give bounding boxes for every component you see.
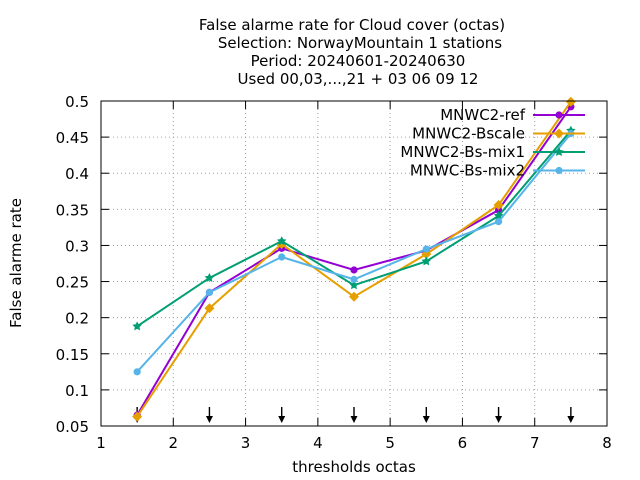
data-point (278, 253, 286, 261)
data-point (204, 303, 215, 314)
data-point (422, 245, 430, 253)
x-tick-label: 3 (241, 434, 251, 452)
data-point (349, 280, 359, 290)
data-point (554, 147, 564, 157)
y-tick-label: 0.1 (65, 382, 89, 400)
y-tick-label: 0.5 (65, 93, 89, 111)
x-tick-label: 8 (602, 434, 612, 452)
data-point (276, 236, 287, 246)
x-tick-label: 7 (530, 434, 540, 452)
data-point (421, 256, 432, 266)
threshold-arrow (205, 407, 213, 423)
legend-entry: MNWC2-Bscale (412, 125, 585, 143)
data-point (349, 291, 359, 302)
threshold-arrow-head (422, 416, 430, 423)
data-point (350, 266, 358, 274)
title-line-3: Period: 20240601-20240630 (251, 52, 466, 70)
y-axis-label: False alarme rate (7, 198, 25, 328)
title-line-1: False alarme rate for Cloud cover (octas… (199, 16, 505, 34)
data-point (350, 275, 358, 283)
data-point (205, 288, 214, 296)
data-point (555, 111, 563, 119)
legend-label: MNWC2-Bscale (412, 125, 525, 143)
threshold-arrow-head (350, 416, 358, 423)
legend-entry: MNWC-Bs-mix2 (410, 162, 585, 180)
y-tick-label: 0.2 (65, 310, 89, 328)
x-tick-labels: 1 2 3 4 5 6 7 8 (96, 434, 612, 452)
data-point (204, 272, 215, 282)
grid-lines (101, 101, 607, 426)
legend: MNWC2-refMNWC2-BscaleMNWC2-Bs-mix1MNWC-B… (400, 106, 585, 180)
data-point (133, 368, 141, 376)
y-tick-label: 0.3 (65, 237, 89, 255)
legend-label: MNWC-Bs-mix2 (410, 162, 525, 180)
x-tick-label: 5 (385, 434, 395, 452)
threshold-arrow (422, 407, 430, 423)
y-tick-label: 0.15 (56, 346, 89, 364)
x-tick-label: 4 (313, 434, 323, 452)
y-tick-label: 0.45 (56, 129, 89, 147)
x-axis-label: thresholds octas (292, 458, 416, 476)
legend-label: MNWC2-ref (440, 106, 525, 124)
series-group (132, 96, 576, 422)
data-point (132, 321, 142, 331)
threshold-arrow (350, 407, 358, 423)
data-point (565, 96, 576, 107)
threshold-arrow (567, 407, 575, 423)
data-point (132, 411, 143, 422)
threshold-arrow (278, 407, 286, 423)
x-tick-label: 6 (458, 434, 468, 452)
series-4 (133, 129, 575, 376)
threshold-arrow-head (495, 416, 503, 423)
legend-entry: MNWC2-Bs-mix1 (400, 143, 585, 161)
title-line-2: Selection: NorwayMountain 1 stations (218, 34, 502, 52)
y-tick-label: 0.25 (56, 274, 89, 292)
threshold-markers (133, 407, 575, 423)
data-point (493, 200, 504, 210)
y-tick-label: 0.35 (56, 201, 89, 219)
axis-ticks (100, 100, 608, 427)
threshold-arrow (495, 407, 503, 423)
legend-label: MNWC2-Bs-mix1 (400, 143, 525, 161)
threshold-arrow-head (567, 416, 575, 423)
data-point (494, 218, 503, 226)
threshold-arrow-head (205, 416, 213, 423)
x-tick-label: 2 (169, 434, 179, 452)
data-point (494, 206, 503, 214)
x-tick-label: 1 (96, 434, 106, 452)
plot-frame (100, 100, 608, 427)
data-point (554, 128, 564, 139)
title-line-4: Used 00,03,...,21 + 03 06 09 12 (238, 70, 479, 88)
threshold-arrow-head (278, 416, 286, 423)
y-tick-label: 0.05 (56, 418, 89, 436)
y-tick-label: 0.4 (65, 165, 89, 183)
y-tick-labels: 0.05 0.1 0.15 0.2 0.25 0.3 0.35 0.4 0.45 0.5 (56, 93, 89, 436)
legend-entry: MNWC2-ref (440, 106, 585, 124)
data-point (555, 166, 563, 175)
chart-title: False alarme rate for Cloud cover (octas… (199, 16, 505, 88)
